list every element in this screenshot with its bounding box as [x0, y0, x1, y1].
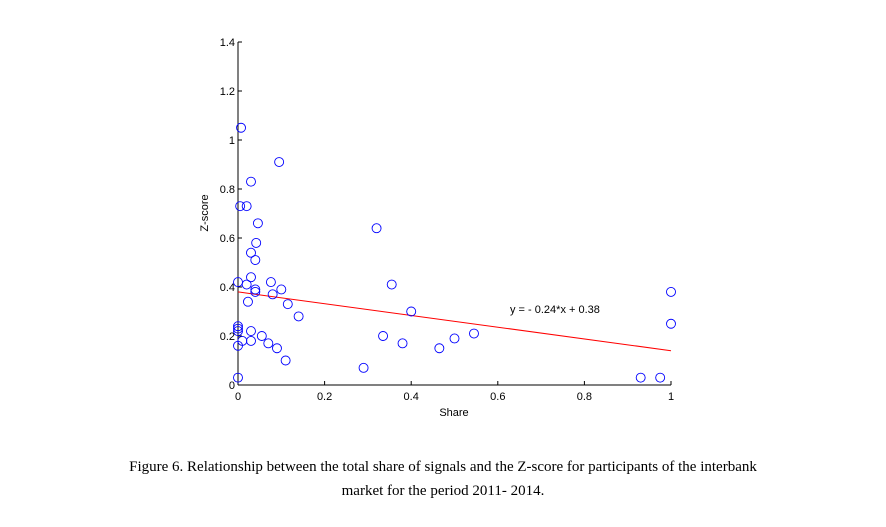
- caption-line-2: market for the period 2011- 2014.: [341, 483, 545, 499]
- x-tick-label: 0.2: [317, 391, 332, 403]
- data-point: [246, 176, 256, 187]
- x-tick-label: 1: [668, 391, 674, 403]
- y-tick-label: 1: [229, 135, 235, 147]
- data-point: [358, 362, 369, 373]
- data-point: [233, 326, 243, 337]
- scatter-chart: 0 0.2 0.4 0.6 0.8 1 0 0.2 0.4 0.6 0.8 1 1.2 1.4 y = -…: [199, 37, 676, 419]
- data-point: [386, 279, 397, 290]
- data-point: [272, 343, 282, 354]
- data-point: [635, 372, 646, 383]
- data-point: [250, 255, 261, 265]
- data-point: [406, 306, 417, 317]
- data-point: [655, 372, 666, 383]
- x-tick-label: 0.6: [490, 391, 505, 403]
- data-point: [251, 237, 262, 248]
- data-point: [666, 318, 676, 329]
- data-point: [434, 343, 445, 354]
- data-point: [397, 338, 408, 349]
- data-point: [243, 296, 253, 307]
- data-point: [371, 223, 382, 234]
- x-axis-label: Share: [439, 407, 468, 419]
- data-point: [236, 122, 246, 133]
- y-tick-label: 0: [229, 380, 235, 392]
- data-point: [233, 321, 243, 332]
- data-point: [256, 331, 267, 341]
- data-point: [267, 289, 278, 300]
- y-tick-label: 1.2: [220, 86, 235, 98]
- y-tick-label: 0.4: [220, 282, 235, 294]
- data-point: [235, 201, 246, 212]
- data-point: [265, 277, 276, 288]
- data-point: [233, 323, 243, 334]
- data-point: [449, 333, 460, 344]
- data-point: [263, 338, 274, 349]
- data-point: [246, 247, 256, 258]
- y-axis-label: Z-score: [199, 194, 211, 231]
- fit-equation: y = - 0.24*x + 0.38: [510, 304, 600, 316]
- y-tick-label: 0.6: [220, 233, 235, 245]
- data-point: [246, 326, 256, 337]
- data-point: [282, 299, 293, 310]
- y-tick-label: 1.4: [220, 37, 235, 49]
- y-tick-label: 0.8: [220, 184, 235, 196]
- x-tick-label: 0: [235, 391, 241, 403]
- data-point: [469, 328, 479, 339]
- caption-line-1: Figure 6. Relationship between the total…: [129, 459, 757, 475]
- data-point: [233, 372, 243, 383]
- data-point: [241, 279, 252, 290]
- data-point: [241, 201, 252, 212]
- figure-caption: Figure 6. Relationship between the total…: [0, 455, 886, 503]
- data-point: [246, 335, 256, 346]
- data-point: [250, 286, 261, 297]
- x-tick-label: 0.8: [577, 391, 592, 403]
- data-point: [378, 331, 389, 341]
- data-point: [233, 340, 243, 351]
- data-point: [293, 311, 304, 322]
- data-point: [280, 355, 291, 366]
- data-point: [274, 157, 285, 168]
- data-point: [246, 272, 256, 283]
- data-point: [250, 284, 261, 295]
- fit-line: [237, 291, 672, 352]
- y-tick-label: 0.2: [220, 331, 235, 343]
- x-tick-label: 0.4: [404, 391, 419, 403]
- data-point: [666, 286, 676, 297]
- data-point: [276, 284, 287, 295]
- data-point: [252, 218, 263, 229]
